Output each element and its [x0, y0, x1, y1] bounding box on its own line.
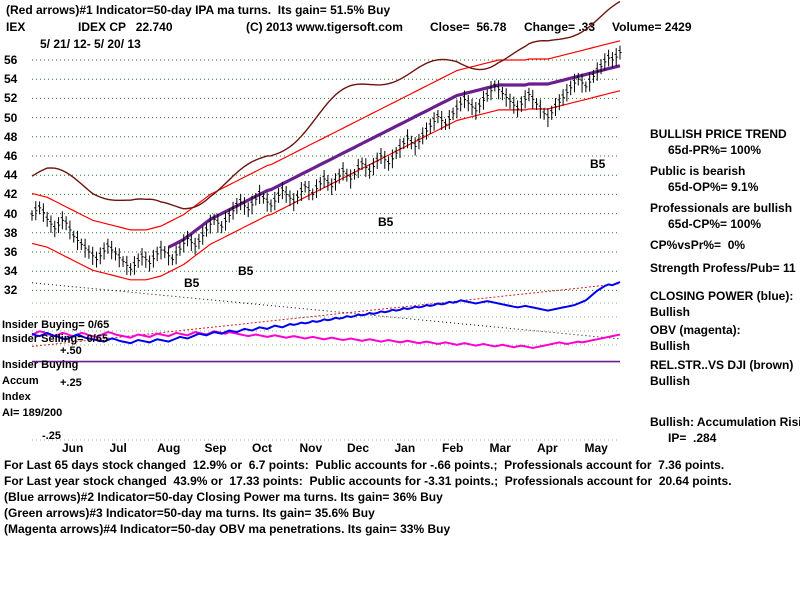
- sidebar-rel-strength-value: Bullish: [650, 374, 691, 388]
- header-date-range: 5/ 21/ 12- 5/ 20/ 13: [40, 37, 141, 51]
- sidebar-closing-power-title: CLOSING POWER (blue):: [650, 289, 794, 303]
- x-axis-month-aug: Aug: [157, 441, 181, 455]
- footer-line-lastyear: For Last year stock changed 43.9% or 17.…: [4, 474, 732, 488]
- y-axis-tick: 44: [4, 168, 18, 183]
- scale-plus-25-label: +.25: [60, 377, 82, 389]
- sidebar-pro-value: 65d-CP%= 100%: [668, 217, 762, 231]
- y-axis-tick: 42: [4, 187, 18, 202]
- x-axis-month-feb: Feb: [442, 441, 464, 455]
- y-axis-tick: 46: [4, 149, 18, 163]
- accum-index-label-1: Insider Buying: [2, 359, 79, 371]
- header-copyright: (C) 2013 www.tigersoft.com: [246, 20, 403, 34]
- sidebar-trend-title: BULLISH PRICE TREND: [650, 127, 787, 141]
- sidebar-accumulation-title: Bullish: Accumulation Risi: [650, 415, 800, 429]
- insider-selling-label: Insider Selling= 0/65: [2, 333, 109, 345]
- footer-line-65days: For Last 65 days stock changed 12.9% or …: [4, 458, 725, 472]
- y-axis-tick: 50: [4, 110, 18, 125]
- x-axis-month-apr: Apr: [537, 441, 558, 455]
- header-ticker: IEX: [6, 20, 26, 34]
- x-axis-month-mar: Mar: [489, 441, 511, 455]
- sidebar-closing-power-value: Bullish: [650, 305, 691, 319]
- accum-index-label-2: Accum: [2, 375, 39, 387]
- sidebar-public-value: 65d-OP%= 9.1%: [668, 180, 759, 194]
- sidebar-strength: Strength Profess/Pub= 11: [650, 261, 796, 275]
- header-close: Close= 56.78: [430, 20, 507, 34]
- accum-index-value: AI= 189/200: [2, 407, 63, 419]
- sidebar-cp-vs-pr: CP%vsPr%= 0%: [650, 238, 746, 252]
- x-axis-month-jul: Jul: [109, 441, 127, 455]
- header-indicator-line: (Red arrows)#1 Indicator=50-day IPA ma t…: [6, 3, 391, 17]
- footer-line-magenta-arrows: (Magenta arrows)#4 Indicator=50-day OBV …: [4, 522, 451, 536]
- header-volume: Volume= 2429: [612, 20, 692, 34]
- b5-marker-label-1: B5: [184, 276, 200, 290]
- y-axis-tick: 34: [4, 264, 18, 279]
- footer-line-green-arrows: (Green arrows)#3 Indicator=50-day ma tur…: [4, 506, 375, 520]
- sidebar-accumulation-value: IP= .284: [668, 431, 717, 445]
- y-axis-tick: 56: [4, 53, 18, 67]
- y-axis-tick: 36: [4, 245, 18, 259]
- header-company: IDEX CP 22.740: [78, 20, 173, 34]
- x-axis-month-may: May: [584, 441, 608, 455]
- header-change: Change= .33: [524, 20, 596, 34]
- x-axis-month-nov: Nov: [299, 441, 323, 455]
- x-axis-month-jan: Jan: [394, 441, 416, 455]
- x-axis-month-dec: Dec: [347, 441, 370, 455]
- x-axis-month-oct: Oct: [252, 441, 273, 455]
- sidebar-obv-title: OBV (magenta):: [650, 323, 741, 337]
- accum-index-label-3: Index: [2, 391, 31, 403]
- y-axis-tick: 48: [4, 129, 18, 144]
- x-axis-month-jun: Jun: [62, 441, 84, 455]
- scale-minus-25-label: -.25: [42, 430, 61, 442]
- sidebar-rel-strength-title: REL.STR..VS DJI (brown): [650, 358, 794, 372]
- sidebar-pro-title: Professionals are bullish: [650, 201, 793, 215]
- insider-buying-label: Insider Buying= 0/65: [2, 319, 110, 331]
- sidebar-trend-value: 65d-PR%= 100%: [668, 143, 762, 157]
- y-axis-tick: 52: [4, 91, 18, 106]
- b5-marker-label-3: B5: [378, 215, 394, 229]
- x-axis-month-sep: Sep: [204, 441, 227, 455]
- y-axis-tick: 40: [4, 206, 18, 221]
- footer-line-blue-arrows: (Blue arrows)#2 Indicator=50-day Closing…: [4, 490, 443, 504]
- y-axis-tick: 32: [4, 283, 18, 298]
- scale-plus-50-label: +.50: [60, 345, 82, 357]
- b5-marker-label-4: B5: [590, 157, 606, 171]
- y-axis-tick: 38: [4, 225, 18, 240]
- y-axis-tick: 54: [4, 72, 18, 87]
- sidebar-obv-value: Bullish: [650, 339, 691, 353]
- b5-marker-label-2: B5: [238, 264, 254, 278]
- sidebar-public-title: Public is bearish: [650, 164, 746, 178]
